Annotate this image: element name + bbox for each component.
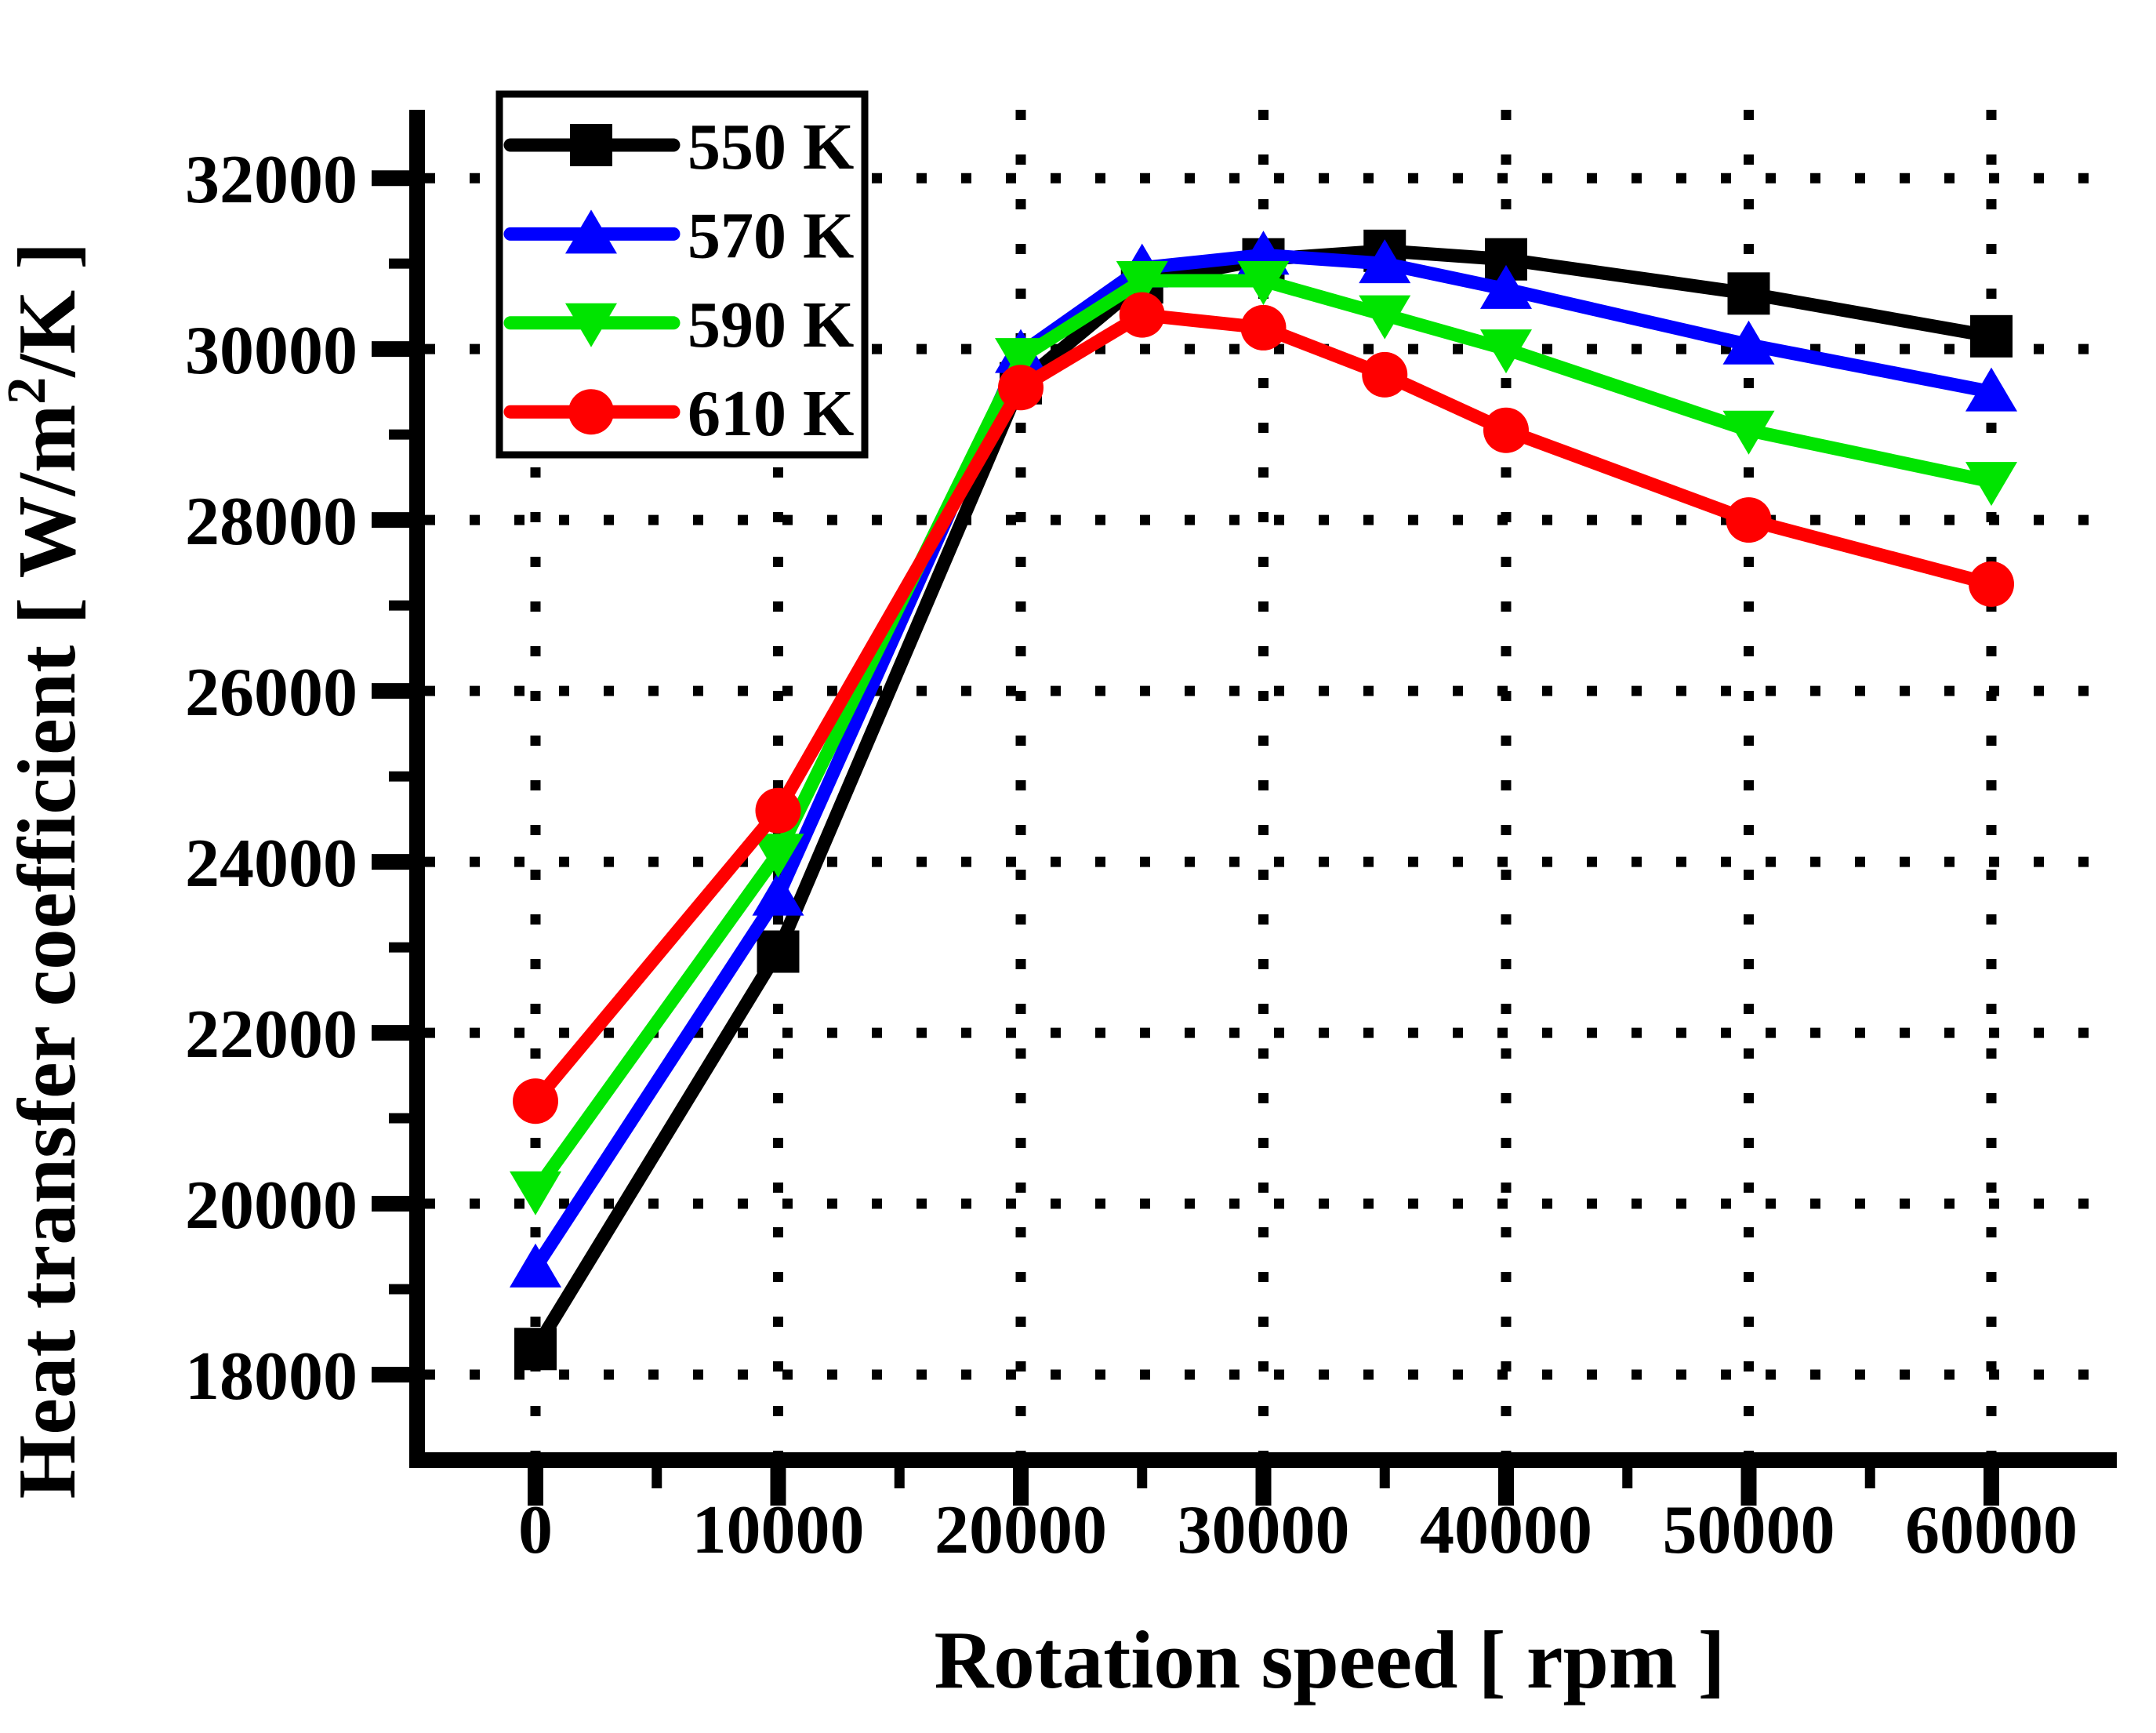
- y-axis-spine: [409, 110, 425, 1468]
- legend-box: [495, 90, 869, 459]
- x-tick-label: 40000: [1420, 1492, 1592, 1568]
- marker-610-K: [1968, 561, 2014, 607]
- x-axis-spine: [409, 1452, 2117, 1468]
- marker-570-K: [1479, 264, 1532, 309]
- marker-610-K: [1119, 292, 1165, 338]
- x-tick-label: 20000: [935, 1492, 1107, 1568]
- y-tick-label: 26000: [185, 655, 358, 731]
- legend-label: 550 K: [688, 111, 854, 183]
- legend-marker: [565, 303, 617, 347]
- marker-610-K: [513, 1078, 559, 1124]
- marker-610-K: [1240, 304, 1287, 351]
- legend-label: 590 K: [688, 289, 854, 361]
- y-tick-label: 20000: [185, 1168, 358, 1244]
- legend-item: 550 K: [503, 111, 854, 183]
- marker-570-K: [1965, 367, 2017, 412]
- y-tick-label: 18000: [185, 1339, 358, 1415]
- x-tick-label: 50000: [1662, 1492, 1835, 1568]
- legend: 550 K 570 K 590 K 610 K: [495, 90, 869, 459]
- x-tick-label: 10000: [692, 1492, 865, 1568]
- legend-label: 570 K: [688, 199, 854, 272]
- axes-layer: 18000 20000 22000 24000 26000 28000 30000 32000…: [185, 110, 2117, 1568]
- series-layer: [510, 229, 2017, 1371]
- y-tick-label: 28000: [185, 484, 358, 560]
- x-tick-label: 60000: [1905, 1492, 2078, 1568]
- marker-590-K: [1359, 295, 1411, 340]
- marker-550-K: [757, 930, 800, 973]
- marker-610-K: [755, 787, 801, 834]
- marker-610-K: [997, 365, 1044, 411]
- legend-item: 570 K: [503, 199, 854, 272]
- legend-marker: [568, 389, 614, 435]
- marker-570-K: [510, 1243, 562, 1288]
- x-tick-label: 0: [518, 1492, 553, 1568]
- legend-item: 610 K: [503, 377, 854, 450]
- marker-570-K: [752, 871, 804, 916]
- marker-550-K: [1969, 314, 2013, 358]
- marker-590-K: [1479, 329, 1532, 374]
- marker-550-K: [1727, 272, 1770, 315]
- x-axis-title: Rotation speed [ rpm ]: [934, 1614, 1725, 1706]
- y-tick-label: 22000: [185, 997, 358, 1073]
- marker-590-K: [1722, 410, 1775, 455]
- legend-marker: [565, 209, 617, 254]
- marker-590-K: [1237, 260, 1290, 305]
- marker-610-K: [1726, 497, 1772, 543]
- marker-590-K: [1965, 462, 2017, 507]
- marker-590-K: [994, 338, 1047, 383]
- y-axis-title: Heat transfer coefficient [ W/m2/K ]: [0, 242, 93, 1499]
- marker-610-K: [1362, 351, 1408, 398]
- titles-layer: Rotation speed [ rpm ] Heat transfer coef…: [0, 242, 1726, 1706]
- x-tick-label: 30000: [1177, 1492, 1349, 1568]
- legend-marker: [570, 124, 612, 166]
- legend-item: 590 K: [503, 289, 854, 361]
- y-tick-label: 30000: [185, 313, 358, 389]
- marker-590-K: [1116, 260, 1168, 305]
- marker-550-K: [514, 1328, 557, 1371]
- marker-610-K: [1483, 407, 1529, 453]
- marker-590-K: [510, 1171, 562, 1215]
- marker-590-K: [752, 834, 804, 878]
- y-tick-label: 24000: [185, 826, 358, 902]
- legend-label: 610 K: [688, 377, 854, 450]
- marker-570-K: [1722, 320, 1775, 365]
- y-tick-label: 32000: [185, 142, 358, 218]
- marker-570-K: [1359, 239, 1411, 284]
